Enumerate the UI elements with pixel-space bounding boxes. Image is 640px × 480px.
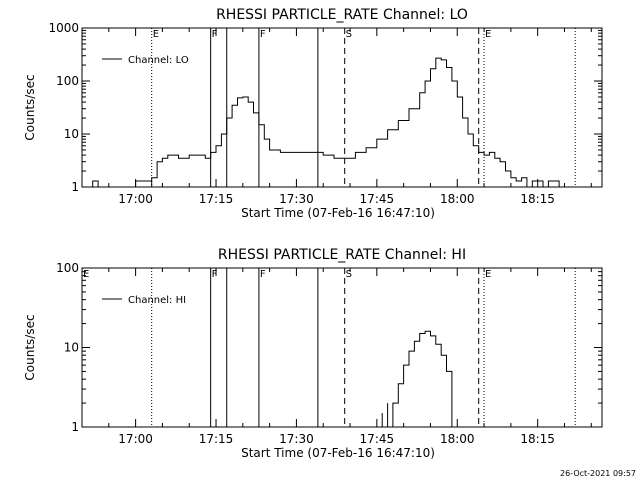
series-line <box>376 330 453 428</box>
legend-label: Channel: HI <box>128 295 186 306</box>
event-marker-label: S <box>346 269 352 280</box>
event-marker-label: E <box>485 269 491 280</box>
event-marker-label: F <box>260 29 266 40</box>
event-marker-label: E <box>153 29 159 40</box>
y-axis-label: Counts/sec <box>23 314 37 380</box>
x-tick-label: 17:15 <box>199 192 234 206</box>
series-line <box>87 57 560 188</box>
chart-panel-1: RHESSI PARTICLE_RATE Channel: LO 1 10 100 10… <box>23 7 603 220</box>
y-tick-label: 10 <box>64 341 79 355</box>
x-tick-label: 17:00 <box>118 192 153 206</box>
x-tick-label: 17:00 <box>118 432 153 446</box>
plot-frame <box>81 267 603 428</box>
x-tick-label: 17:30 <box>279 192 314 206</box>
chart-title: RHESSI PARTICLE_RATE Channel: HI <box>218 247 466 263</box>
y-tick-label: 1 <box>71 420 79 434</box>
plot-frame <box>81 27 603 188</box>
event-marker-label: E <box>83 269 89 280</box>
event-marker-label: E <box>485 29 491 40</box>
x-tick-label: 18:15 <box>520 192 555 206</box>
x-tick-label: 18:00 <box>440 432 475 446</box>
event-marker-label: S <box>346 29 352 40</box>
y-tick-label: 10 <box>64 127 79 141</box>
legend-label: Channel: LO <box>128 55 189 66</box>
y-tick-label: 1000 <box>48 21 79 35</box>
y-tick-label: 100 <box>56 74 79 88</box>
footer-timestamp: 26-Oct-2021 09:57 <box>560 469 636 478</box>
x-tick-label: 17:45 <box>360 432 395 446</box>
x-tick-label: 17:15 <box>199 432 234 446</box>
x-axis-label: Start Time (07-Feb-16 16:47:10) <box>241 446 435 460</box>
x-tick-label: 17:45 <box>360 192 395 206</box>
event-marker-label: F <box>260 269 266 280</box>
event-marker-label: F <box>212 269 218 280</box>
chart-panel-2: RHESSI PARTICLE_RATE Channel: HI 1 10 100 17… <box>23 247 603 460</box>
event-marker-label: F <box>212 29 218 40</box>
x-tick-label: 18:15 <box>520 432 555 446</box>
y-tick-label: 1 <box>71 180 79 194</box>
x-tick-label: 17:30 <box>279 432 314 446</box>
chart-title: RHESSI PARTICLE_RATE Channel: LO <box>216 7 468 23</box>
x-tick-label: 18:00 <box>440 192 475 206</box>
x-axis-label: Start Time (07-Feb-16 16:47:10) <box>241 206 435 220</box>
y-tick-label: 100 <box>56 261 79 275</box>
y-axis-label: Counts/sec <box>23 74 37 140</box>
